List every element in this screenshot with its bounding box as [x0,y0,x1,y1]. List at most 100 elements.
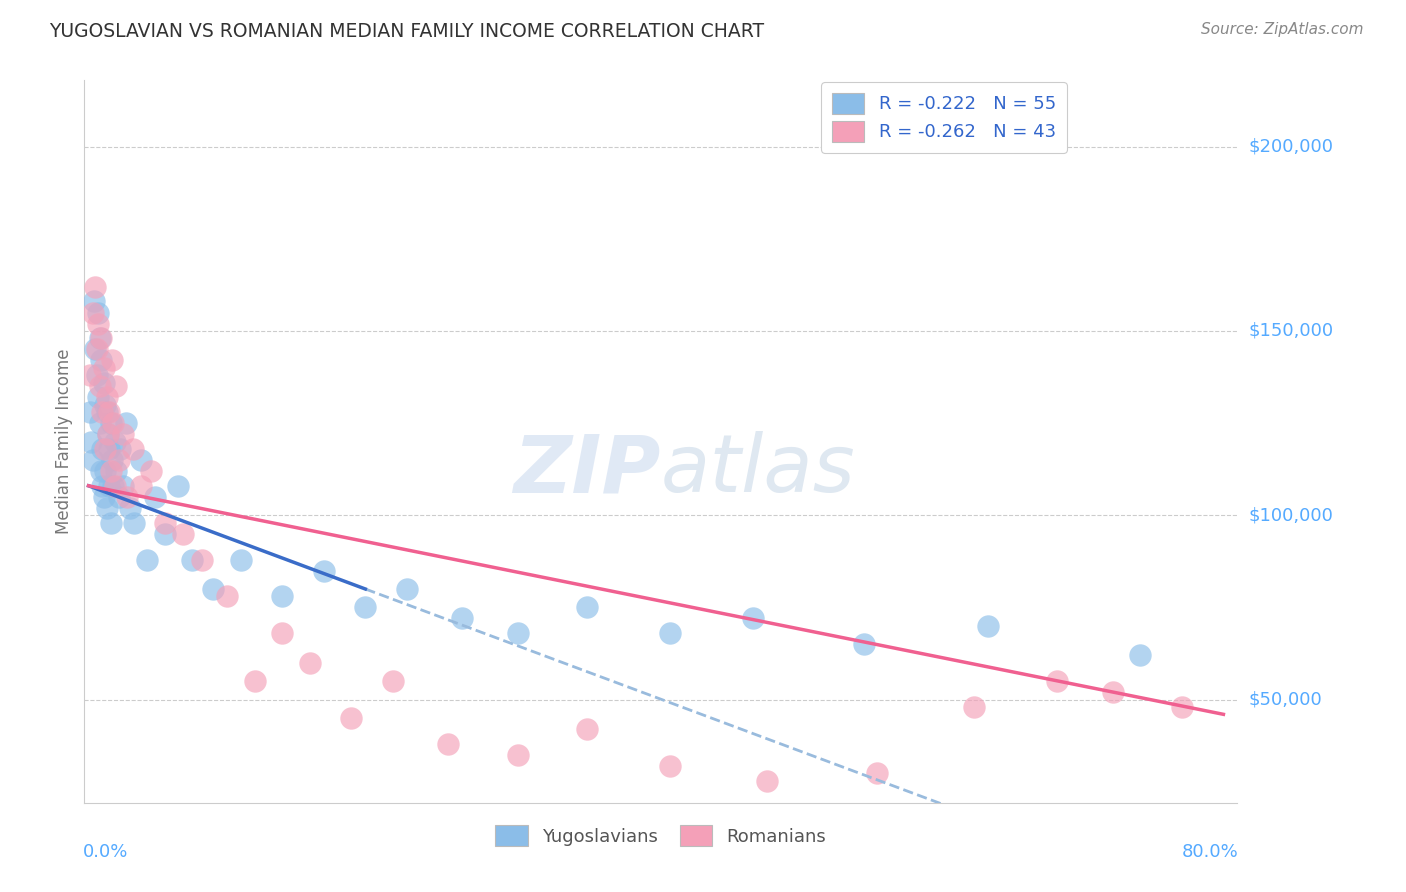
Point [153,516,176,530]
Point [89,331,111,345]
Text: $150,000: $150,000 [1249,322,1333,340]
Point [271,626,294,640]
Point [98,479,121,493]
Text: $200,000: $200,000 [1249,137,1333,155]
Point [312,564,335,578]
Point [91,442,114,456]
Point [89,416,111,430]
Point [93,376,115,390]
Point [82,453,104,467]
Point [395,582,418,596]
Point [1046,674,1069,689]
Text: YUGOSLAVIAN VS ROMANIAN MEDIAN FAMILY INCOME CORRELATION CHART: YUGOSLAVIAN VS ROMANIAN MEDIAN FAMILY IN… [49,22,765,41]
Point [1129,648,1152,663]
Point [191,552,214,566]
Point [104,479,127,493]
Point [89,379,111,393]
Point [97,427,120,442]
Point [91,479,114,493]
Point [83,294,105,309]
Point [451,611,474,625]
Point [87,305,110,319]
Point [101,353,124,368]
Point [94,464,117,478]
Point [100,416,122,430]
Point [118,500,141,515]
Point [181,552,204,566]
Point [96,500,118,515]
Point [98,442,121,456]
Point [100,516,122,530]
Point [741,611,763,625]
Point [112,479,135,493]
Text: atlas: atlas [661,432,856,509]
Point [101,453,124,467]
Point [139,464,162,478]
Point [129,479,152,493]
Point [172,526,194,541]
Point [135,552,157,566]
Point [977,619,1000,633]
Point [108,453,131,467]
Point [86,343,108,357]
Text: $100,000: $100,000 [1249,507,1333,524]
Point [94,442,117,456]
Text: 80.0%: 80.0% [1181,843,1239,861]
Point [86,368,108,383]
Point [79,368,101,383]
Point [98,405,121,419]
Point [122,516,145,530]
Point [298,656,321,670]
Point [963,700,986,714]
Point [90,353,112,368]
Point [215,590,238,604]
Point [658,626,681,640]
Point [110,442,132,456]
Point [105,379,128,393]
Point [575,722,598,736]
Point [755,773,778,788]
Point [84,279,107,293]
Point [100,464,122,478]
Point [121,442,143,456]
Point [506,626,529,640]
Point [382,674,405,689]
Point [852,637,875,651]
Point [506,747,529,762]
Point [84,343,107,357]
Point [94,398,117,412]
Point [340,711,363,725]
Y-axis label: Median Family Income: Median Family Income [55,349,73,534]
Point [1101,685,1123,699]
Point [354,600,377,615]
Point [115,416,138,430]
Point [87,390,110,404]
Point [91,405,114,419]
Point [96,405,118,419]
Text: 0.0%: 0.0% [83,843,128,861]
Point [575,600,598,615]
Point [104,434,127,449]
Point [167,479,190,493]
Point [103,479,125,493]
Point [97,427,120,442]
Point [93,490,115,504]
Point [108,490,131,504]
Legend: Yugoslavians, Romanians: Yugoslavians, Romanians [486,816,835,855]
Point [866,766,889,780]
Text: $50,000: $50,000 [1249,690,1322,708]
Point [82,305,104,319]
Point [103,416,125,430]
Point [90,464,112,478]
Point [79,405,101,419]
Point [229,552,252,566]
Point [87,317,110,331]
Point [96,390,118,404]
Point [93,360,115,375]
Point [143,490,166,504]
Point [271,590,294,604]
Point [658,759,681,773]
Text: ZIP: ZIP [513,432,661,509]
Point [153,526,176,541]
Point [105,464,128,478]
